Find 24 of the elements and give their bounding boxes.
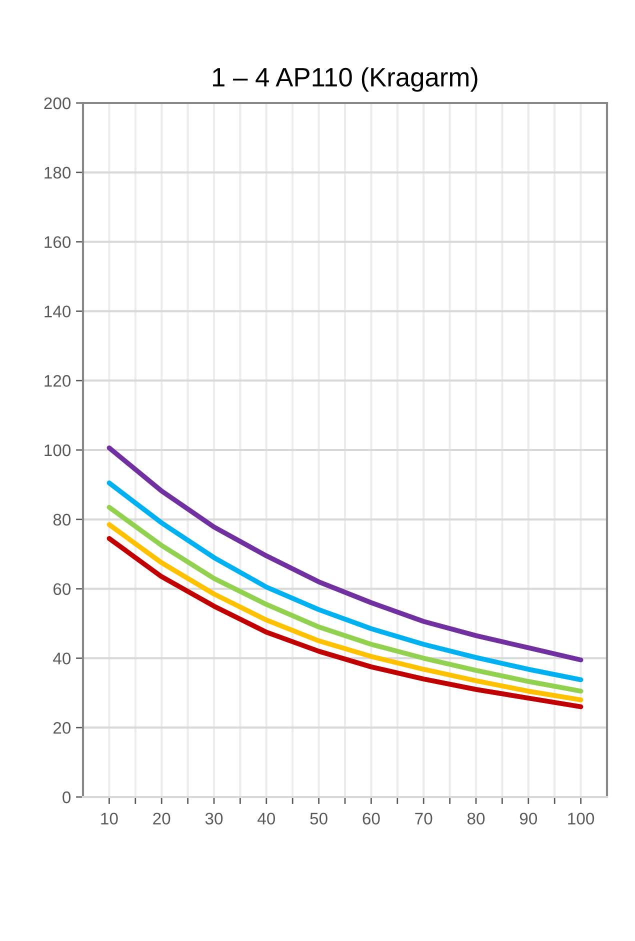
chart-title: 1 – 4 AP110 (Kragarm) [213,67,478,92]
x-tick-label: 40 [258,812,276,825]
x-tick-label: 10 [101,812,118,825]
y-tick-label: 40 [53,652,71,664]
x-tick-label: 80 [467,812,485,825]
line-series [106,445,584,662]
x-tick-label: 90 [520,812,538,825]
x-tick-label: 60 [362,812,380,825]
y-tick-label: 20 [53,722,71,734]
y-tick-label: 80 [53,514,71,526]
y-tick-label: 140 [44,306,71,318]
y-tick-label: 160 [44,236,71,248]
x-tick-label: 20 [153,812,170,825]
y-tick-label: 200 [44,97,71,110]
y-tick-label: 60 [54,583,71,596]
x-tick-label: 70 [415,812,432,825]
line-series [106,480,584,682]
y-tick-label: 180 [44,166,71,179]
x-tick-label: 100 [568,812,594,825]
x-tick-label: 50 [310,812,328,825]
x-tick-label: 30 [205,812,223,825]
y-tick-label: 120 [44,375,71,387]
y-tick-label: 100 [44,444,71,456]
y-tick-label: 0 [62,791,71,804]
